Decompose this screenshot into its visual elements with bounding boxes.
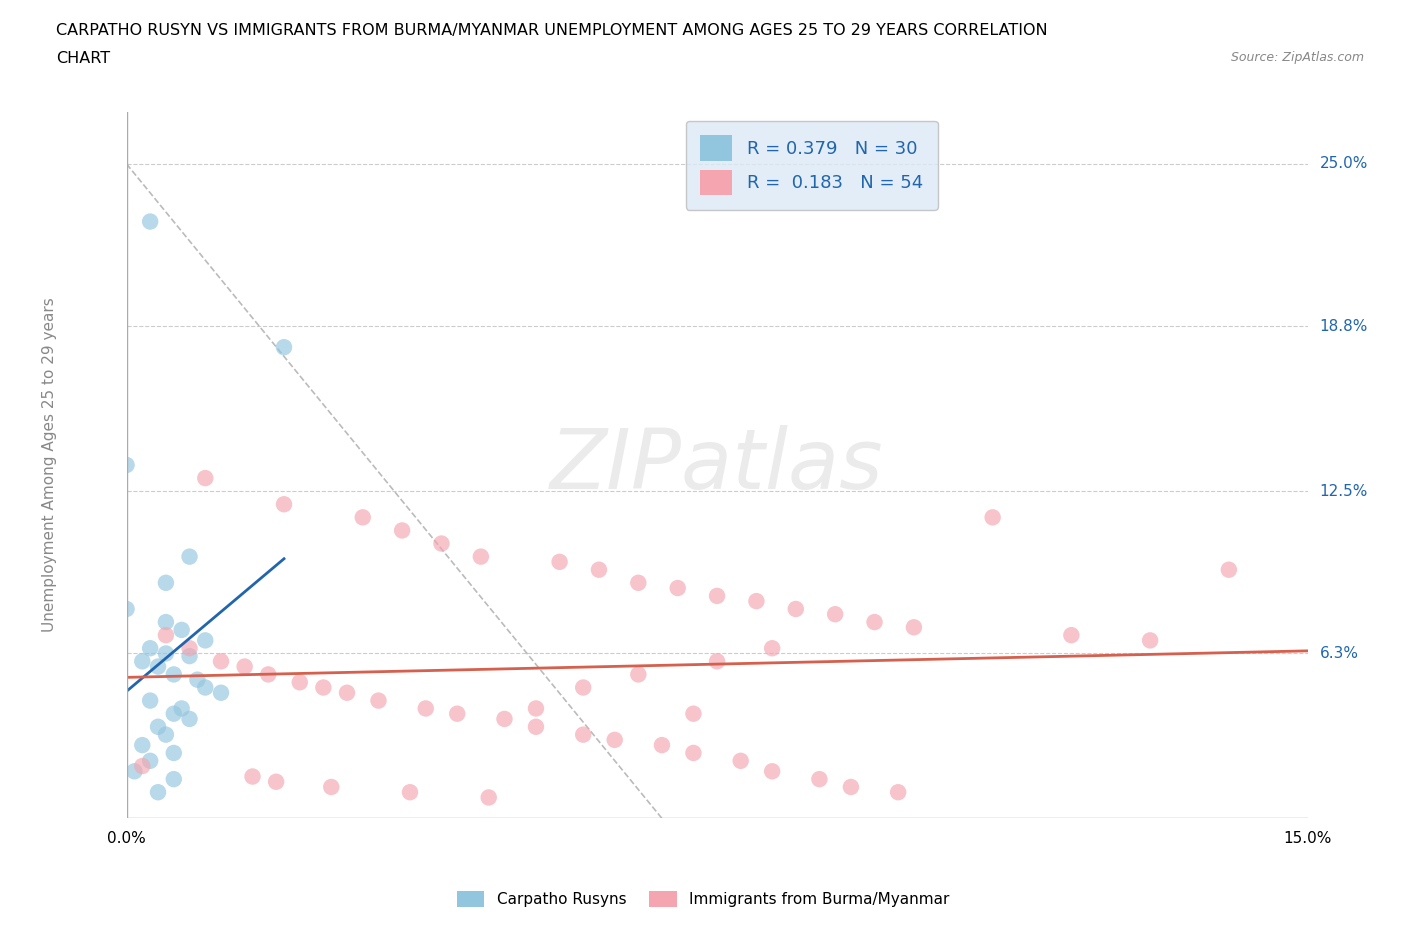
Point xyxy=(548,554,571,569)
Point xyxy=(155,628,177,643)
Point xyxy=(139,214,162,229)
Point xyxy=(572,727,595,742)
Text: 25.0%: 25.0% xyxy=(1319,156,1368,171)
Point xyxy=(139,753,162,768)
Point xyxy=(572,680,595,695)
Point xyxy=(115,458,138,472)
Point xyxy=(321,779,343,794)
Point xyxy=(524,719,547,734)
Text: 18.8%: 18.8% xyxy=(1319,319,1368,334)
Point xyxy=(131,737,153,752)
Point xyxy=(745,593,768,608)
Text: ZIPatlas: ZIPatlas xyxy=(550,424,884,506)
Point xyxy=(470,550,492,565)
Point xyxy=(706,589,728,604)
Point xyxy=(808,772,831,787)
Text: CHART: CHART xyxy=(56,51,110,66)
Point xyxy=(179,641,201,656)
Point xyxy=(603,733,626,748)
Text: Unemployment Among Ages 25 to 29 years: Unemployment Among Ages 25 to 29 years xyxy=(42,298,58,632)
Point xyxy=(682,746,704,761)
Point xyxy=(627,667,650,682)
Point xyxy=(1139,633,1161,648)
Point xyxy=(194,471,217,485)
Text: Source: ZipAtlas.com: Source: ZipAtlas.com xyxy=(1230,51,1364,64)
Point xyxy=(651,737,673,752)
Point xyxy=(155,727,177,742)
Point xyxy=(524,701,547,716)
Point xyxy=(170,701,193,716)
Legend: R = 0.379   N = 30, R =  0.183   N = 54: R = 0.379 N = 30, R = 0.183 N = 54 xyxy=(686,121,938,209)
Legend: Carpatho Rusyns, Immigrants from Burma/Myanmar: Carpatho Rusyns, Immigrants from Burma/M… xyxy=(451,884,955,913)
Point xyxy=(391,523,413,538)
Point xyxy=(981,510,1004,525)
Point xyxy=(273,339,295,354)
Point xyxy=(163,667,186,682)
Point xyxy=(124,764,146,778)
Text: 6.3%: 6.3% xyxy=(1319,646,1358,661)
Point xyxy=(233,659,256,674)
Point xyxy=(706,654,728,669)
Point xyxy=(666,580,689,595)
Point xyxy=(446,706,468,721)
Point xyxy=(139,693,162,708)
Point xyxy=(367,693,389,708)
Point xyxy=(194,680,217,695)
Point xyxy=(903,620,925,635)
Text: 15.0%: 15.0% xyxy=(1284,831,1331,846)
Point xyxy=(430,536,453,551)
Point xyxy=(155,615,177,630)
Point xyxy=(139,641,162,656)
Point xyxy=(761,641,783,656)
Point xyxy=(312,680,335,695)
Point xyxy=(170,622,193,637)
Point xyxy=(179,648,201,663)
Point xyxy=(588,563,610,578)
Point xyxy=(494,711,516,726)
Point xyxy=(682,706,704,721)
Point xyxy=(115,602,138,617)
Point xyxy=(1060,628,1083,643)
Point xyxy=(155,646,177,661)
Point xyxy=(273,497,295,512)
Point xyxy=(194,633,217,648)
Point xyxy=(257,667,280,682)
Point xyxy=(209,654,232,669)
Point xyxy=(863,615,886,630)
Point xyxy=(627,576,650,591)
Point xyxy=(131,654,153,669)
Point xyxy=(336,685,359,700)
Text: 0.0%: 0.0% xyxy=(107,831,146,846)
Point xyxy=(478,790,501,804)
Text: CARPATHO RUSYN VS IMMIGRANTS FROM BURMA/MYANMAR UNEMPLOYMENT AMONG AGES 25 TO 29: CARPATHO RUSYN VS IMMIGRANTS FROM BURMA/… xyxy=(56,23,1047,38)
Point xyxy=(1218,563,1240,578)
Point xyxy=(146,659,169,674)
Point xyxy=(131,759,153,774)
Point xyxy=(887,785,910,800)
Point xyxy=(186,672,208,687)
Point xyxy=(155,576,177,591)
Point xyxy=(242,769,264,784)
Point xyxy=(163,746,186,761)
Point xyxy=(179,550,201,565)
Point xyxy=(352,510,374,525)
Text: 12.5%: 12.5% xyxy=(1319,484,1368,498)
Point xyxy=(163,706,186,721)
Point xyxy=(824,606,846,621)
Point xyxy=(785,602,807,617)
Point xyxy=(146,719,169,734)
Point xyxy=(179,711,201,726)
Point xyxy=(839,779,862,794)
Point xyxy=(761,764,783,778)
Point xyxy=(730,753,752,768)
Point xyxy=(415,701,437,716)
Point xyxy=(163,772,186,787)
Point xyxy=(209,685,232,700)
Point xyxy=(146,785,169,800)
Point xyxy=(288,675,311,690)
Point xyxy=(264,775,287,790)
Point xyxy=(399,785,422,800)
